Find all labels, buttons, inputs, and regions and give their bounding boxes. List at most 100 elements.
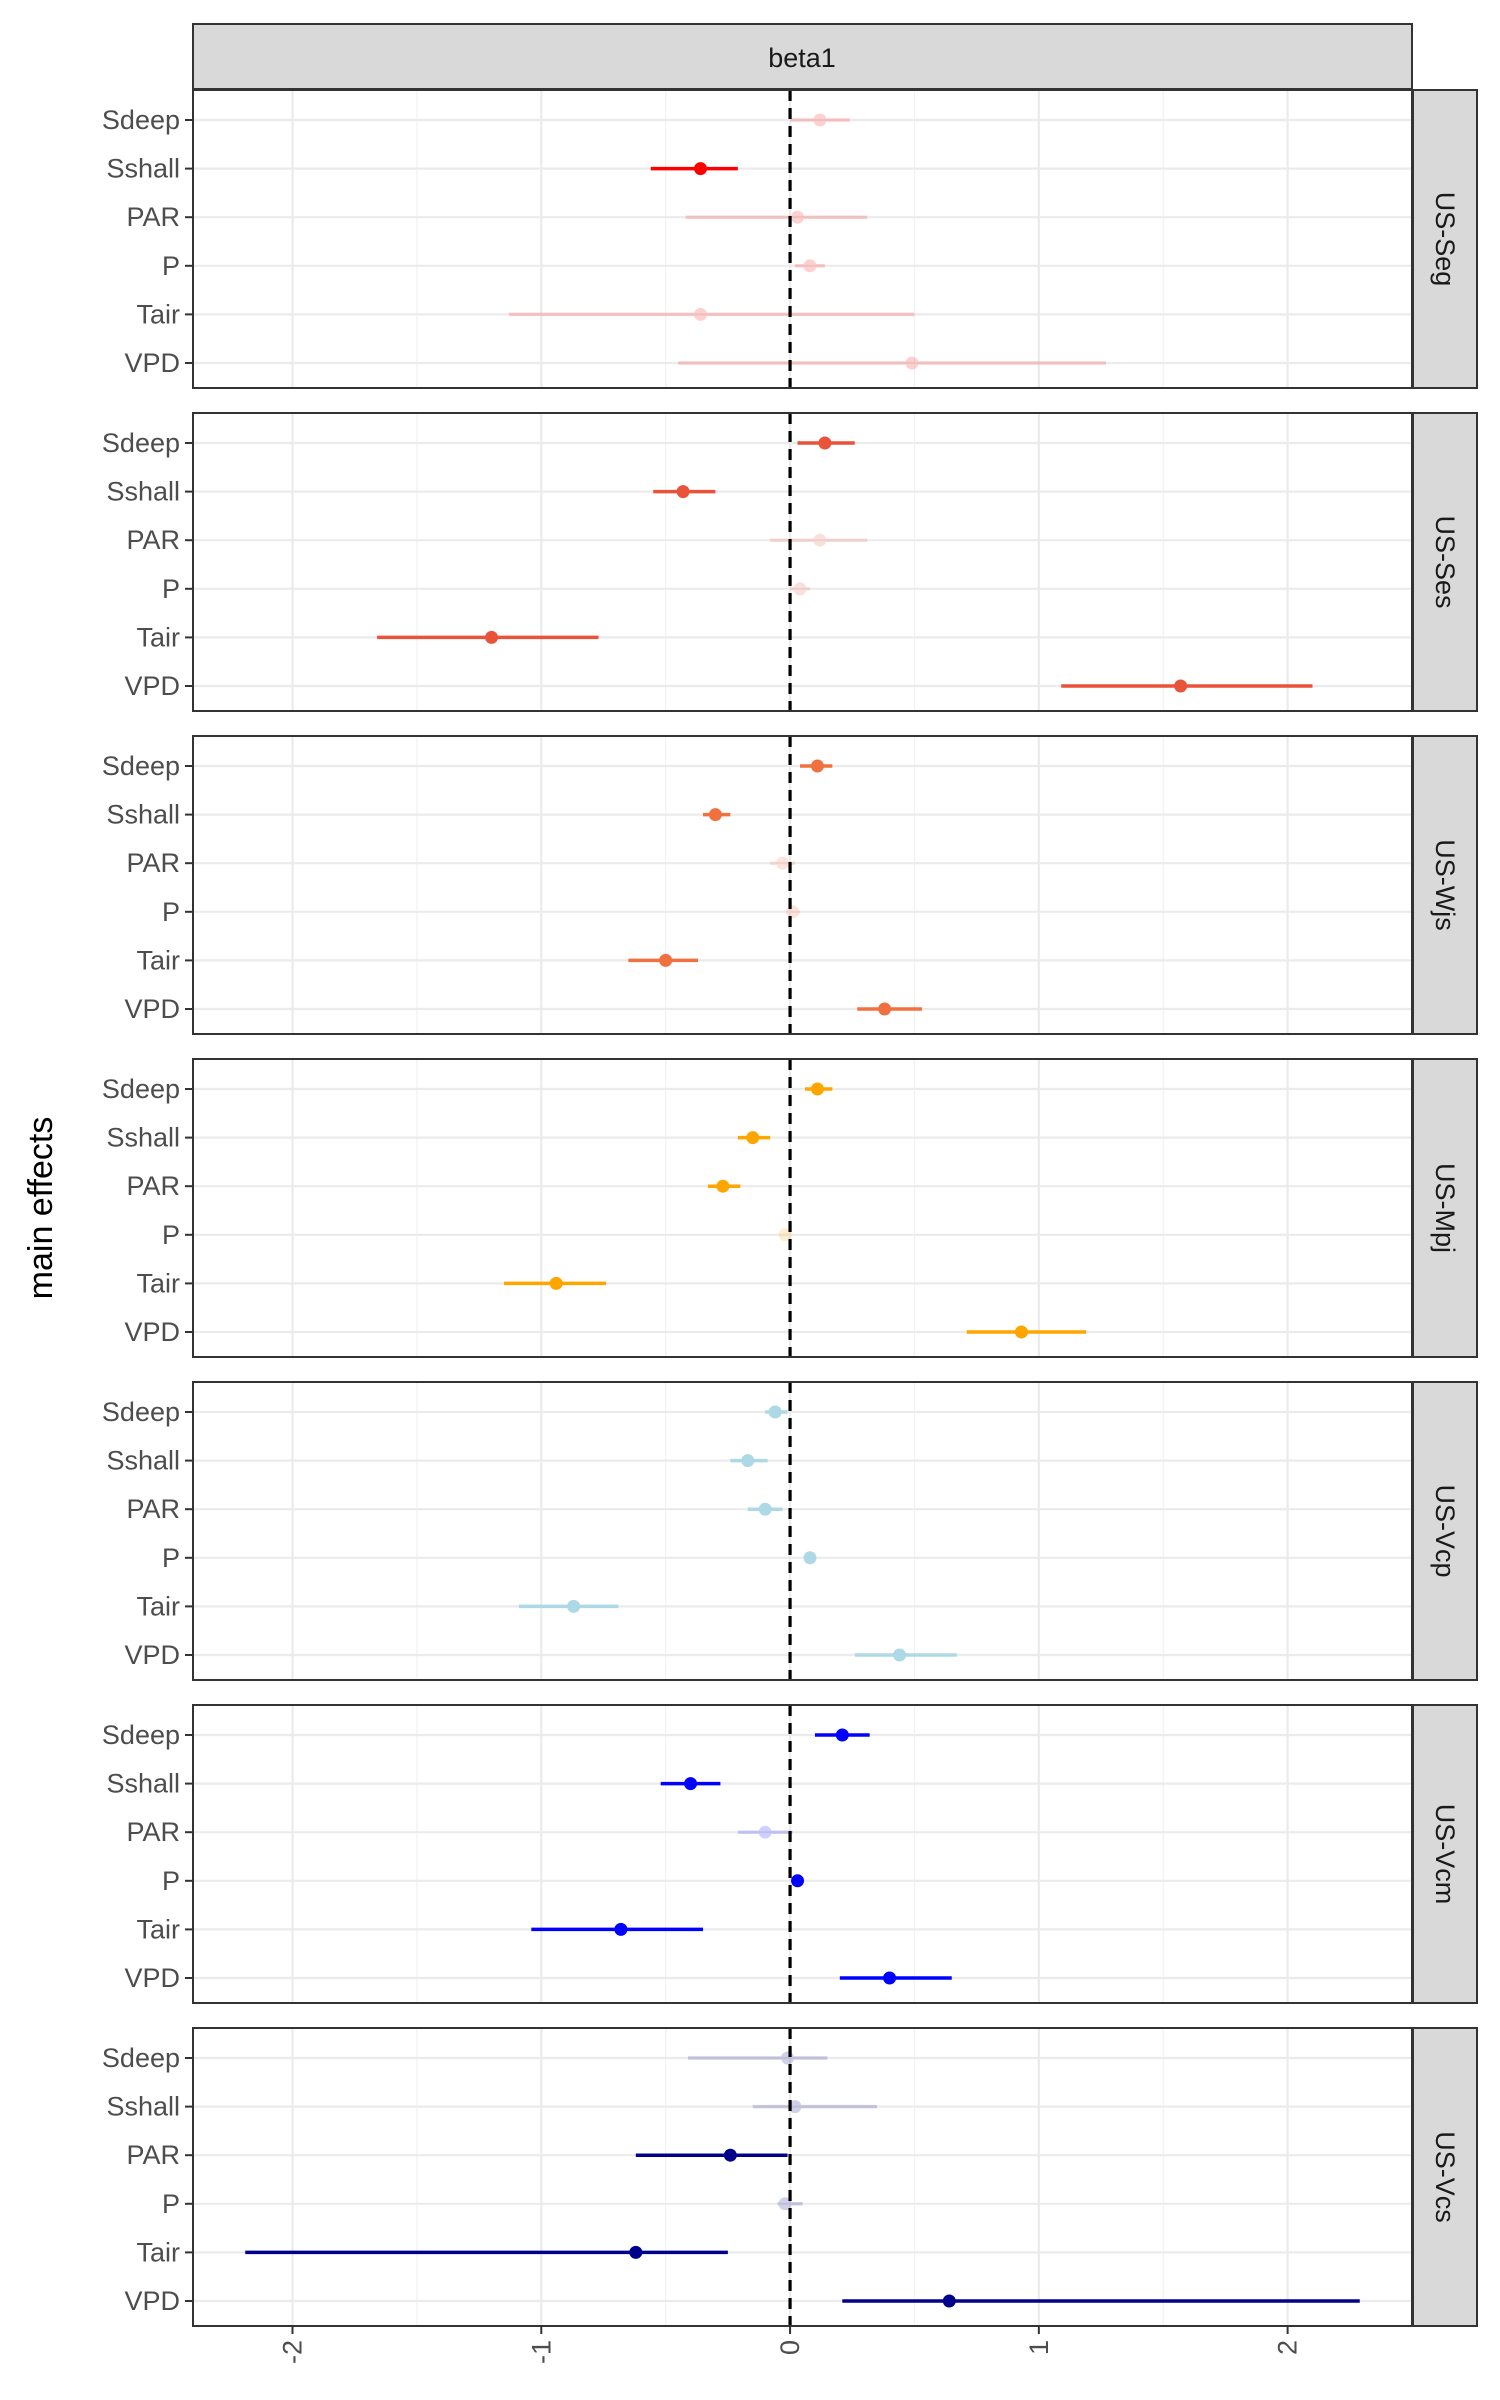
estimate-point [776, 856, 790, 870]
estimate-sshall [660, 1777, 721, 1791]
y-tick-label: P [162, 251, 180, 281]
estimate-tair [628, 953, 699, 967]
y-tick-label: Sdeep [102, 2043, 180, 2073]
panel-us-vcs: Sdeep Sshall PAR P Tair VPD US-Vcs [102, 2027, 1478, 2327]
facet-strip-right [1412, 1704, 1478, 2004]
estimate-tair [508, 307, 915, 321]
estimate-point [786, 905, 800, 919]
panel-us-ses: Sdeep Sshall PAR P Tair VPD US-Ses [102, 412, 1478, 712]
y-tick-label: PAR [126, 848, 180, 878]
estimate-point [567, 1599, 581, 1613]
y-axis-title: main effects [22, 1117, 60, 1300]
estimate-par [737, 1825, 793, 1839]
estimate-p [803, 1551, 817, 1565]
estimate-point [818, 436, 832, 450]
estimate-point [803, 1551, 817, 1565]
facet-strip-right [1412, 2027, 1478, 2327]
y-tick-label: Sdeep [102, 751, 180, 781]
y-tick-label: P [162, 897, 180, 927]
estimate-tair [531, 1922, 703, 1936]
estimate-point [810, 759, 824, 773]
y-tick-label: Sshall [106, 2092, 180, 2122]
panel-background [193, 736, 1412, 1034]
estimate-p [778, 1228, 792, 1242]
estimate-point [905, 356, 919, 370]
estimate-point [716, 1179, 730, 1193]
y-tick-label: Sdeep [102, 1074, 180, 1104]
y-tick-label: VPD [124, 1317, 180, 1347]
y-tick-label: Sdeep [102, 105, 180, 135]
estimate-point [758, 1502, 772, 1516]
estimate-point [813, 533, 827, 547]
facet-strip-top [192, 23, 1413, 90]
estimate-point [676, 485, 690, 499]
facet-strip-right [1412, 1058, 1478, 1358]
x-tick-label: -1 [526, 2340, 556, 2364]
estimate-point [659, 953, 673, 967]
estimate-par [707, 1179, 741, 1193]
y-tick-label: Sdeep [102, 1720, 180, 1750]
estimate-sshall [752, 2100, 878, 2114]
facet-strip-label: US-Ses [1430, 515, 1460, 608]
estimate-p [777, 2197, 803, 2211]
facet-strip-top-label: beta1 [768, 43, 836, 73]
estimate-point [485, 630, 499, 644]
estimate-vpd [839, 1971, 952, 1985]
panel-us-mpj: Sdeep Sshall PAR P Tair VPD US-Mpj [102, 1058, 1478, 1358]
facet-strip-label: US-Mpj [1430, 1163, 1460, 1253]
estimate-point [1174, 679, 1188, 693]
estimate-point [694, 307, 708, 321]
estimate-par [770, 533, 868, 547]
y-tick-label: Sshall [106, 154, 180, 184]
estimate-point [791, 210, 805, 224]
y-tick-label: Sdeep [102, 428, 180, 458]
facet-strip-right [1412, 1381, 1478, 1681]
y-tick-label: PAR [126, 1817, 180, 1847]
x-tick-label: -2 [278, 2340, 308, 2364]
y-tick-label: Tair [136, 1914, 180, 1944]
panel-background [193, 2028, 1412, 2326]
estimate-point [614, 1922, 628, 1936]
y-tick-label: P [162, 1866, 180, 1896]
y-tick-label: PAR [126, 1494, 180, 1524]
estimate-vpd [1061, 679, 1313, 693]
y-tick-label: PAR [126, 202, 180, 232]
panel-us-wjs: Sdeep Sshall PAR P Tair VPD US-Wjs [102, 735, 1478, 1035]
panel-background [193, 1705, 1412, 2003]
estimate-point [741, 1454, 755, 1468]
facet-strip-right [1412, 89, 1478, 389]
estimate-par [685, 210, 868, 224]
facet-strip-right [1412, 412, 1478, 712]
estimate-point [878, 1002, 892, 1016]
estimate-vpd [857, 1002, 922, 1016]
estimate-par [635, 2148, 788, 2162]
y-tick-label: Sshall [106, 800, 180, 830]
facet-strip-label: US-Vcs [1430, 2131, 1460, 2223]
y-tick-label: Sshall [106, 1123, 180, 1153]
panel-background [193, 413, 1412, 711]
facet-panels: Sdeep Sshall PAR P Tair VPD US-Seg Sdeep Sshall P… [102, 89, 1478, 2327]
facet-strip-right [1412, 735, 1478, 1035]
facet-strip-label: US-Vcp [1430, 1484, 1460, 1577]
y-tick-label: Tair [136, 299, 180, 329]
y-tick-label: VPD [124, 1963, 180, 1993]
y-tick-label: Sshall [106, 1769, 180, 1799]
y-tick-label: Sshall [106, 1446, 180, 1476]
facet-strip-label: US-Wjs [1430, 839, 1460, 930]
y-tick-label: VPD [124, 1640, 180, 1670]
panel-background [193, 90, 1412, 388]
y-tick-label: Tair [136, 1591, 180, 1621]
facet-strip-label: US-Seg [1430, 192, 1460, 287]
estimate-vpd [854, 1648, 957, 1662]
x-tick-label: 2 [1273, 2340, 1303, 2355]
estimate-point [629, 2245, 643, 2259]
estimate-tair [245, 2245, 728, 2259]
estimate-point [813, 113, 827, 127]
estimate-p [791, 1874, 805, 1888]
estimate-sdeep [800, 759, 833, 773]
panel-us-vcm: Sdeep Sshall PAR P Tair VPD US-Vcm [102, 1704, 1478, 2004]
x-axis: -2 -1 0 1 2 [278, 2326, 1303, 2364]
estimate-point [758, 1825, 772, 1839]
estimate-tair [377, 630, 599, 644]
